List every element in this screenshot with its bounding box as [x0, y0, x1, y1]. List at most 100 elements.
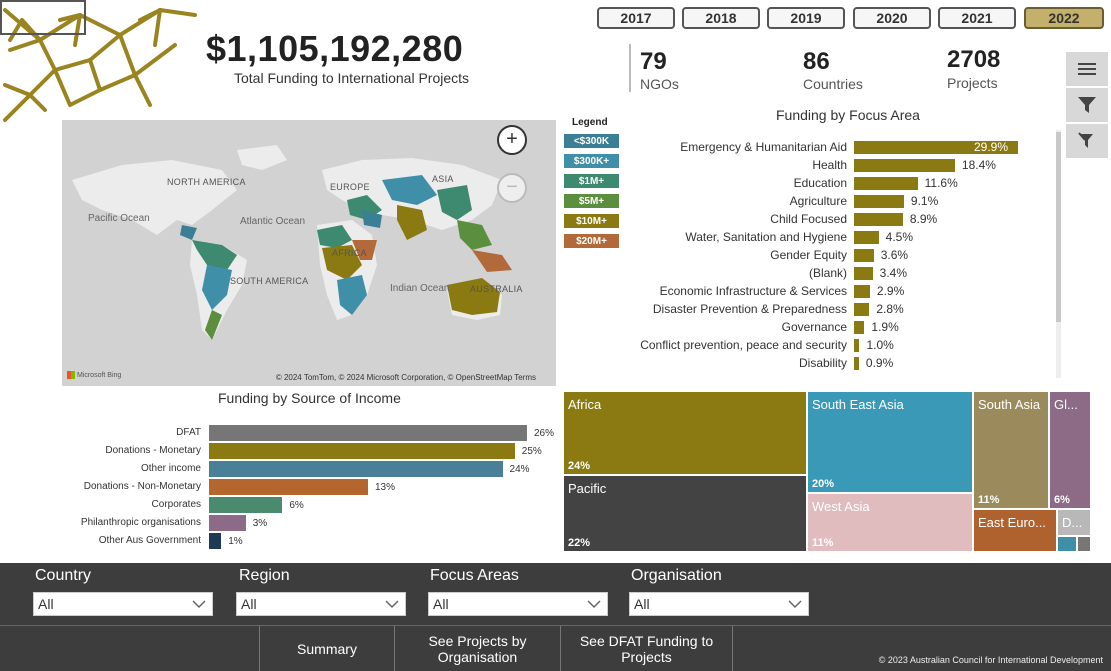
source-income-label: DFAT: [176, 427, 201, 438]
filter-button[interactable]: [1066, 88, 1108, 122]
focus-areas-filter-select[interactable]: All: [428, 592, 608, 616]
source-income-bar[interactable]: [209, 515, 246, 531]
focus-area-value: 8.9%: [909, 212, 938, 226]
legend-item: $20M+: [563, 233, 620, 249]
treemap-cell-region[interactable]: West Asia 11%: [808, 494, 972, 551]
filter-clear-button[interactable]: [1066, 124, 1108, 158]
legend-item: $1M+: [563, 173, 620, 189]
chevron-down-icon: [192, 600, 206, 609]
organisation-filter-value: All: [634, 596, 650, 612]
filter-icon: [1078, 97, 1096, 113]
focus-area-value: 29.9%: [974, 140, 1009, 154]
focus-area-bar[interactable]: [854, 267, 873, 280]
year-button-2021[interactable]: 2021: [938, 7, 1016, 29]
focus-area-label: Disaster Prevention & Preparedness: [652, 302, 847, 316]
chevron-down-icon: [385, 600, 399, 609]
source-income-bar[interactable]: [209, 425, 527, 441]
year-button-2018[interactable]: 2018: [682, 7, 760, 29]
region-filter-label: Region: [239, 567, 290, 584]
map-label-europe: EUROPE: [330, 182, 370, 192]
nav-projects-by-org-button[interactable]: See Projects by Organisation: [395, 626, 561, 671]
year-button-2020[interactable]: 2020: [853, 7, 931, 29]
focus-area-label: Child Focused: [770, 212, 847, 226]
focus-area-value: 9.1%: [910, 194, 939, 208]
focus-area-value: 2.9%: [876, 284, 905, 298]
menu-button[interactable]: [1066, 52, 1108, 86]
total-funding-amount: $1,105,192,280: [206, 28, 464, 69]
region-filter-select[interactable]: All: [236, 592, 406, 616]
map-label-atlantic-ocean: Atlantic Ocean: [240, 216, 306, 227]
map-attribution[interactable]: © 2024 TomTom, © 2024 Microsoft Corporat…: [275, 373, 536, 382]
nav-summary-button[interactable]: Summary: [259, 626, 395, 671]
treemap-region-pct: 22%: [568, 537, 591, 549]
country-filter-select[interactable]: All: [33, 592, 213, 616]
funding-map[interactable]: NORTH AMERICA EUROPE ASIA AFRICA SOUTH A…: [62, 120, 556, 386]
focus-area-bar[interactable]: [854, 141, 1018, 154]
bing-logo: Microsoft Bing: [67, 371, 121, 379]
focus-area-value: 0.9%: [865, 356, 894, 370]
focus-area-bar[interactable]: [854, 303, 870, 316]
zoom-in-button[interactable]: +: [497, 125, 527, 155]
treemap-cell-region[interactable]: South East Asia 20%: [808, 392, 972, 492]
focus-area-value: 4.5%: [885, 230, 914, 244]
source-income-label: Corporates: [151, 499, 201, 510]
source-income-bar[interactable]: [209, 497, 283, 513]
country-filter-label: Country: [35, 567, 92, 584]
map-label-north-america: NORTH AMERICA: [167, 177, 246, 187]
nav-dfat-funding-button[interactable]: See DFAT Funding to Projects: [561, 626, 733, 671]
navigation-bar: [0, 625, 1111, 671]
source-income-value: 26%: [534, 428, 555, 439]
focus-area-label: Water, Sanitation and Hygiene: [685, 230, 847, 244]
region-filter-value: All: [241, 596, 257, 612]
treemap-cell-region[interactable]: East Euro...: [974, 510, 1056, 551]
ngos-label: NGOs: [640, 76, 679, 92]
focus-area-label: Education: [793, 176, 847, 190]
countries-label: Countries: [803, 76, 863, 92]
year-button-2017[interactable]: 2017: [597, 7, 675, 29]
treemap-cell-region[interactable]: Africa 24%: [564, 392, 806, 474]
organisation-filter-select[interactable]: All: [629, 592, 809, 616]
focus-area-value: 2.8%: [876, 302, 904, 316]
treemap-cell-small[interactable]: [1078, 537, 1090, 551]
focus-area-bar[interactable]: [854, 357, 859, 370]
focus-area-label: Governance: [781, 320, 847, 334]
source-income-bar[interactable]: [209, 533, 222, 549]
treemap-region-name: Pacific: [568, 481, 607, 496]
zoom-out-button[interactable]: −: [497, 173, 527, 203]
focus-area-bar[interactable]: [854, 159, 955, 172]
legend-item: $5M+: [563, 193, 620, 209]
treemap-cell-region[interactable]: Pacific 22%: [564, 476, 806, 551]
source-income-value: 1%: [228, 536, 243, 547]
organisation-filter-label: Organisation: [631, 567, 722, 584]
focus-chart-scroll-thumb[interactable]: [1056, 132, 1061, 322]
focus-area-label: Economic Infrastructure & Services: [659, 284, 847, 298]
source-income-bar[interactable]: [209, 479, 368, 495]
focus-areas-filter-label: Focus Areas: [430, 567, 519, 584]
source-income-bar[interactable]: [209, 461, 503, 477]
treemap-region-name: South East Asia: [812, 397, 904, 412]
focus-area-bar[interactable]: [854, 321, 865, 334]
treemap-cell-region[interactable]: D...: [1058, 510, 1090, 535]
source-income-value: 6%: [289, 500, 304, 511]
focus-area-bar[interactable]: [854, 213, 903, 226]
focus-area-bar[interactable]: [854, 177, 918, 190]
treemap-cell-region[interactable]: South Asia 11%: [974, 392, 1048, 508]
year-button-2019[interactable]: 2019: [767, 7, 845, 29]
treemap-region-pct: 24%: [568, 460, 591, 472]
selection-box: [0, 0, 86, 35]
source-income-bar[interactable]: [209, 443, 515, 459]
map-label-south-america: SOUTH AMERICA: [230, 276, 309, 286]
treemap-region-name: Gl...: [1054, 397, 1078, 412]
treemap-cell-small[interactable]: [1058, 537, 1076, 551]
focus-area-bar[interactable]: [854, 195, 904, 208]
projects-count: 2708: [947, 46, 1001, 73]
focus-area-bar[interactable]: [854, 285, 870, 298]
treemap-cell-region[interactable]: Gl... 6%: [1050, 392, 1090, 508]
focus-area-bar[interactable]: [854, 249, 874, 262]
year-button-2022[interactable]: 2022: [1024, 7, 1104, 29]
copyright-text: © 2023 Australian Council for Internatio…: [878, 655, 1103, 665]
focus-area-bar[interactable]: [854, 231, 879, 244]
focus-area-bar[interactable]: [854, 339, 860, 352]
focus-area-label: Gender Equity: [770, 248, 847, 262]
map-label-australia: AUSTRALIA: [470, 284, 523, 294]
